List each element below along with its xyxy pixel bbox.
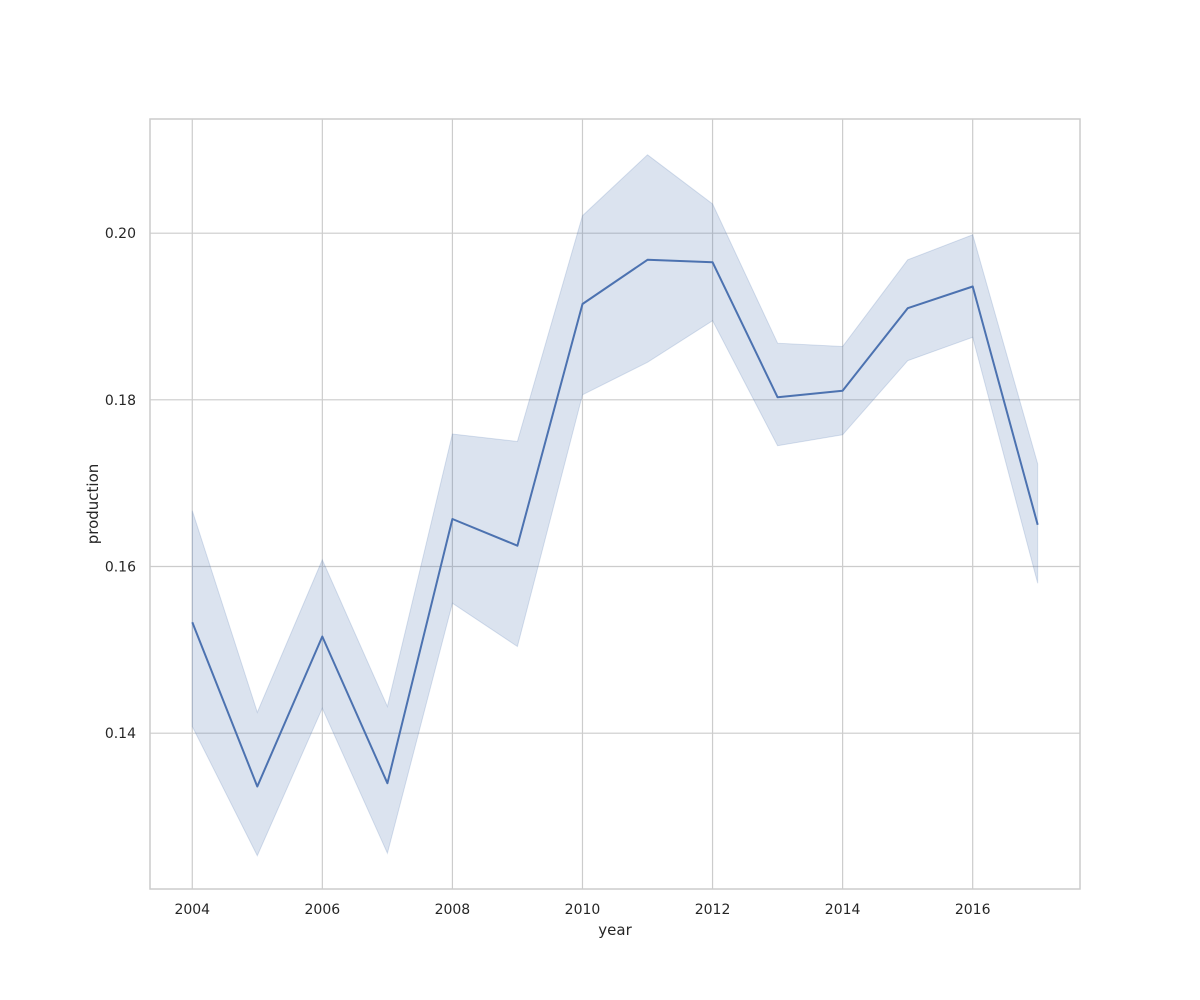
x-tick-label: 2006 [305, 902, 341, 918]
x-tick-label: 2014 [825, 902, 861, 918]
plot-frame [149, 118, 1081, 890]
y-tick-label: 0.20 [105, 226, 136, 242]
y-axis-label: production [84, 464, 102, 545]
x-axis-ticks: 2004 2006 2008 2010 2012 2014 2016 [174, 902, 990, 918]
x-tick-label: 2010 [565, 902, 601, 918]
y-tick-label: 0.14 [105, 726, 136, 742]
grid [150, 119, 1080, 889]
x-tick-label: 2004 [174, 902, 210, 918]
x-axis-label: year [598, 921, 632, 939]
y-tick-label: 0.18 [105, 393, 136, 409]
series-line [191, 258, 1039, 788]
x-tick-label: 2016 [955, 902, 991, 918]
x-tick-label: 2008 [435, 902, 471, 918]
y-tick-label: 0.16 [105, 560, 136, 576]
confidence-band [191, 154, 1039, 857]
y-axis-ticks: 0.14 0.16 0.18 0.20 [105, 226, 136, 742]
x-tick-label: 2012 [695, 902, 731, 918]
